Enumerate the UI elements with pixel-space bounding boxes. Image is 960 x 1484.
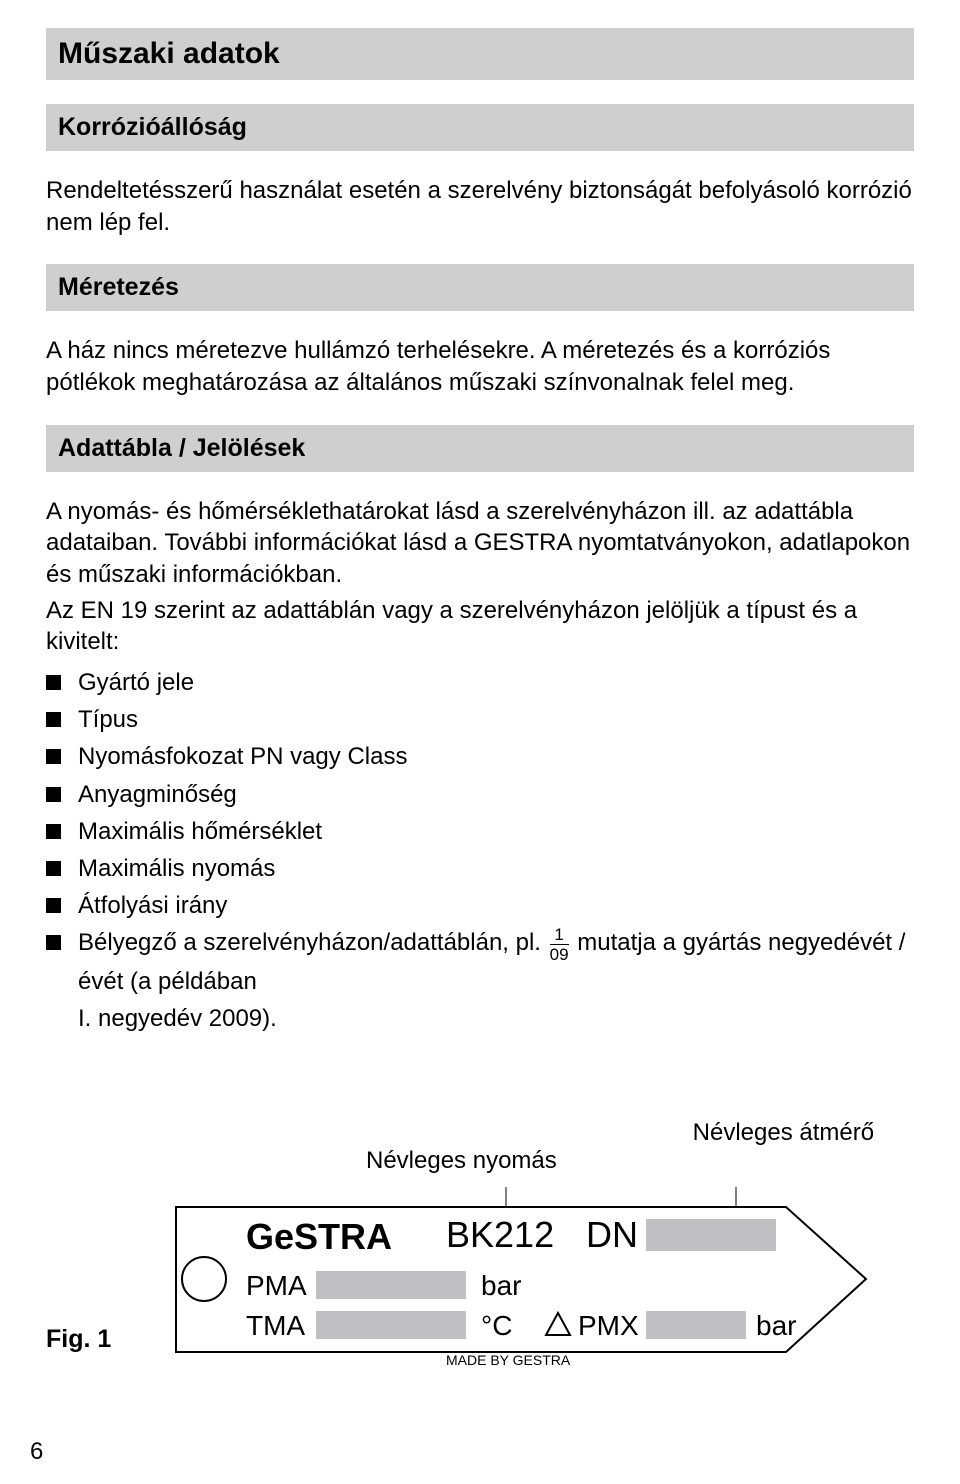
list-item: Maximális nyomás: [46, 850, 914, 887]
plate-pmx: PMX: [578, 1310, 639, 1341]
stamp-post2: I. negyedév 2009).: [78, 1005, 277, 1032]
section-main-title: Műszaki adatok: [46, 28, 914, 80]
stamp-fraction: 1 09: [548, 926, 571, 963]
stamp-denominator: 09: [550, 945, 569, 963]
plate-model: BK212: [446, 1214, 554, 1255]
plate-figure: Fig. 1 GeSTRA BK212 DN PMA bar TMA: [166, 1187, 876, 1372]
plate-made: MADE BY GESTRA: [446, 1352, 571, 1368]
sub1-title: Korrózióállóság: [58, 113, 902, 142]
list-item: Nyomásfokozat PN vagy Class: [46, 738, 914, 775]
plate-pma: PMA: [246, 1270, 307, 1301]
stamp-pre: Bélyegző a szerelvényházon/adattáblán, p…: [78, 929, 548, 956]
plate-brand: GeSTRA: [246, 1216, 392, 1257]
label-nevleges-atmero: Névleges átmérő: [693, 1119, 874, 1146]
main-title: Műszaki adatok: [58, 37, 902, 71]
section-sub3: Adattábla / Jelölések: [46, 425, 914, 472]
plate-dn: DN: [586, 1214, 638, 1255]
para-3b: Az EN 19 szerint az adattáblán vagy a sz…: [46, 595, 914, 658]
list-item-stamp: Bélyegző a szerelvényházon/adattáblán, p…: [46, 924, 914, 1037]
para-1: Rendeltetésszerű használat esetén a szer…: [46, 175, 914, 238]
plate-callout-labels: Névleges átmérő Névleges nyomás: [366, 1119, 914, 1175]
label-nevleges-nyomas: Névleges nyomás: [366, 1147, 557, 1175]
list-item: Maximális hőmérséklet: [46, 813, 914, 850]
plate-bar2: bar: [756, 1310, 796, 1341]
list-item: Típus: [46, 701, 914, 738]
para-2: A ház nincs méretezve hullámzó terhelése…: [46, 335, 914, 398]
page-number: 6: [30, 1438, 43, 1466]
figure-label: Fig. 1: [46, 1325, 111, 1354]
list-item: Átfolyási irány: [46, 887, 914, 924]
list-item: Gyártó jele: [46, 664, 914, 701]
sub2-title: Méretezés: [58, 273, 902, 302]
nameplate-svg: GeSTRA BK212 DN PMA bar TMA °C PMX bar M…: [166, 1187, 876, 1372]
section-sub1: Korrózióállóság: [46, 104, 914, 151]
para-3a: A nyomás- és hőmérséklethatárokat lásd a…: [46, 496, 914, 591]
sub3-title: Adattábla / Jelölések: [58, 434, 902, 463]
plate-celsius: °C: [481, 1310, 512, 1341]
feature-list: Gyártó jele Típus Nyomásfokozat PN vagy …: [46, 664, 914, 1037]
list-item: Anyagminőség: [46, 776, 914, 813]
plate-bar1: bar: [481, 1270, 521, 1301]
stamp-numerator: 1: [550, 926, 569, 945]
plate-tma: TMA: [246, 1310, 305, 1341]
section-sub2: Méretezés: [46, 264, 914, 311]
